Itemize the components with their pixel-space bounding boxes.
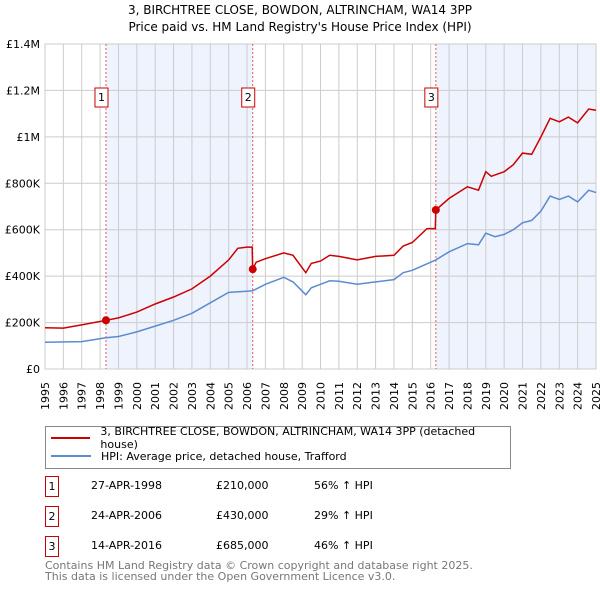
x-tick-label: 2009 <box>296 382 309 410</box>
x-tick-label: 1996 <box>57 382 70 410</box>
y-tick-label: £400K <box>5 270 41 283</box>
legend-item-hpi: HPI: Average price, detached house, Traf… <box>51 447 347 465</box>
x-tick-label: 1995 <box>39 382 52 410</box>
x-tick-label: 2001 <box>149 382 162 410</box>
transaction-date: 24-APR-2006 <box>91 509 163 522</box>
hpi-line <box>44 189 597 344</box>
x-tick-label: 2019 <box>480 382 493 410</box>
transaction-number: 1 <box>45 476 59 497</box>
x-tick-label: 2022 <box>535 382 548 410</box>
price-chart: 1995 1996 1997 1998 1999 2000 2001 2002 2003 2004… <box>5 38 600 410</box>
legend-label: 3, BIRCHTREE CLOSE, BOWDON, ALTRINCHAM, … <box>100 425 476 451</box>
x-tick-label: 2011 <box>333 382 346 410</box>
transaction-date: 27-APR-1998 <box>91 479 163 492</box>
x-tick-label: 1998 <box>94 382 107 410</box>
x-tick-label: 2008 <box>278 382 291 410</box>
y-tick-label: £1.2M <box>6 84 40 97</box>
x-tick-label: 2010 <box>315 382 328 410</box>
chart-subtitle: Price paid vs. HM Land Registry's House … <box>128 20 472 34</box>
transaction-date: 14-APR-2016 <box>91 539 163 552</box>
transaction-price: £210,000 <box>216 479 269 492</box>
transaction-price: £430,000 <box>216 509 269 522</box>
plot-border <box>44 43 597 370</box>
x-tick-label: 2002 <box>168 382 181 410</box>
transaction-hpi: 56% ↑ HPI <box>314 479 373 492</box>
x-tick-label: 2018 <box>461 382 474 410</box>
legend-item-property: 3, BIRCHTREE CLOSE, BOWDON, ALTRINCHAM, … <box>51 425 510 451</box>
x-tick-label: 2013 <box>370 382 383 410</box>
transaction-price: £685,000 <box>216 539 269 552</box>
transaction-number: 2 <box>45 506 59 527</box>
footer-copyright: Contains HM Land Registry data © Crown c… <box>45 559 473 572</box>
x-tick-label: 1999 <box>112 382 125 410</box>
x-tick-label: 2004 <box>204 382 217 410</box>
transaction-hpi: 29% ↑ HPI <box>314 509 373 522</box>
footer: Contains HM Land Registry data © Crown c… <box>45 560 473 582</box>
legend: 3, BIRCHTREE CLOSE, BOWDON, ALTRINCHAM, … <box>45 425 511 469</box>
shaded-period <box>435 44 596 369</box>
sale-point <box>248 265 257 274</box>
legend-label: HPI: Average price, detached house, Traf… <box>101 449 347 463</box>
x-tick-label: 2003 <box>186 382 199 410</box>
x-tick-label: 1997 <box>76 382 89 410</box>
legend-swatch-blue <box>51 455 91 457</box>
legend-swatch-red <box>51 437 91 439</box>
y-tick-label: £1M <box>17 131 41 144</box>
y-tick-label: £200K <box>5 317 41 330</box>
x-tick-label: 2006 <box>241 382 254 410</box>
sale-label-box <box>94 87 109 108</box>
footer-licence: This data is licensed under the Open Gov… <box>45 570 396 583</box>
y-tick-label: £800K <box>5 177 41 190</box>
x-tick-label: 2023 <box>553 382 566 410</box>
y-tick-label: £1.4M <box>6 38 40 51</box>
x-tick-label: 2015 <box>406 382 419 410</box>
transaction-number: 3 <box>45 536 59 557</box>
chart-title: 3, BIRCHTREE CLOSE, BOWDON, ALTRINCHAM, … <box>128 3 472 17</box>
sale-label: 2 <box>245 91 252 104</box>
y-tick-label: £0 <box>26 363 40 376</box>
x-tick-label: 2007 <box>259 382 272 410</box>
sale-label-box <box>241 87 256 108</box>
sale-point <box>101 316 110 325</box>
x-tick-label: 2021 <box>517 382 530 410</box>
y-tick-label: £600K <box>5 224 41 237</box>
shaded-period <box>105 44 253 369</box>
x-tick-label: 2014 <box>388 382 401 410</box>
sale-label-box <box>424 87 439 108</box>
x-tick-label: 2025 <box>590 382 600 410</box>
property-price-line <box>44 108 597 329</box>
x-tick-label: 2024 <box>572 382 585 410</box>
x-tick-label: 2000 <box>131 382 144 410</box>
x-tick-label: 2012 <box>351 382 364 410</box>
x-tick-label: 2005 <box>223 382 236 410</box>
x-tick-label: 2020 <box>498 382 511 410</box>
sale-point <box>431 205 440 214</box>
transaction-hpi: 46% ↑ HPI <box>314 539 373 552</box>
x-tick-label: 2016 <box>425 382 438 410</box>
sale-label: 3 <box>428 91 435 104</box>
sale-label: 1 <box>98 91 105 104</box>
x-tick-label: 2017 <box>443 382 456 410</box>
